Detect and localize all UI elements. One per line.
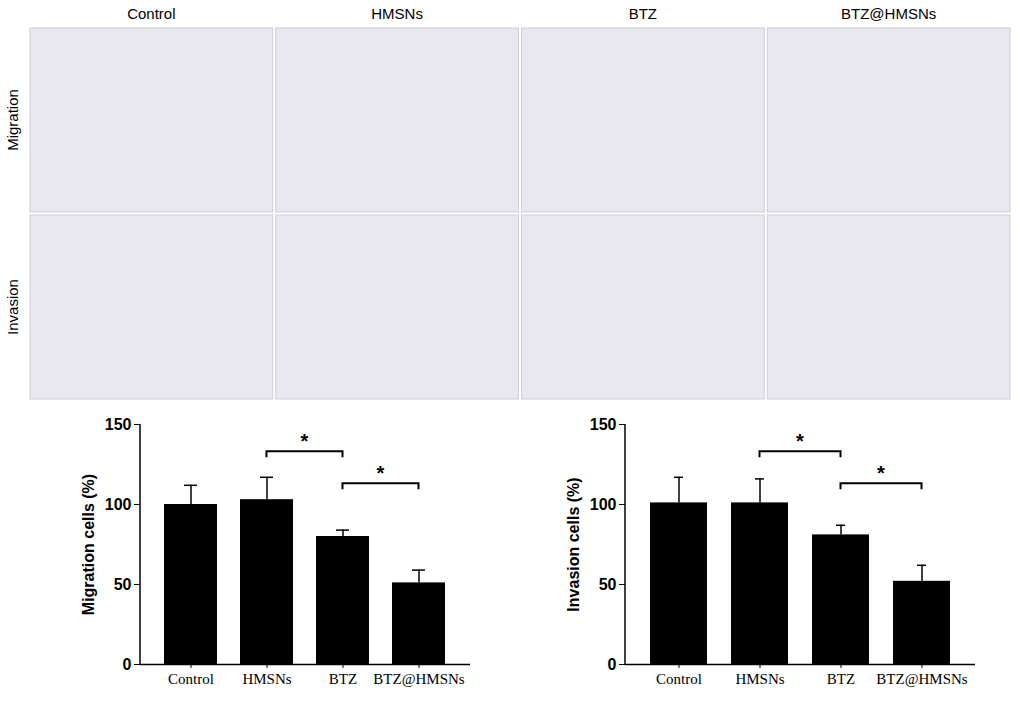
svg-text:BTZ@HMSNs: BTZ@HMSNs bbox=[373, 671, 464, 687]
svg-text:100: 100 bbox=[105, 496, 132, 513]
svg-text:HMSNs: HMSNs bbox=[735, 671, 784, 687]
svg-text:Migration cells (%): Migration cells (%) bbox=[80, 474, 97, 615]
svg-text:100: 100 bbox=[590, 496, 617, 513]
svg-text:BTZ@HMSNs: BTZ@HMSNs bbox=[876, 671, 967, 687]
svg-text:0: 0 bbox=[608, 656, 617, 673]
svg-text:*: * bbox=[301, 430, 309, 452]
svg-text:150: 150 bbox=[105, 416, 132, 433]
svg-text:Migration: Migration bbox=[4, 89, 21, 151]
svg-text:50: 50 bbox=[114, 576, 132, 593]
svg-text:*: * bbox=[796, 430, 804, 452]
svg-text:BTZ@HMSNs: BTZ@HMSNs bbox=[841, 5, 936, 22]
svg-text:BTZ: BTZ bbox=[629, 5, 657, 22]
svg-text:Invasion: Invasion bbox=[4, 279, 21, 335]
svg-text:HMSNs: HMSNs bbox=[242, 671, 291, 687]
svg-text:Control: Control bbox=[656, 671, 702, 687]
svg-text:BTZ: BTZ bbox=[827, 671, 855, 687]
svg-text:HMSNs: HMSNs bbox=[371, 5, 423, 22]
svg-text:Invasion cells (%): Invasion cells (%) bbox=[565, 477, 582, 611]
svg-text:*: * bbox=[877, 462, 885, 484]
svg-text:0: 0 bbox=[123, 656, 132, 673]
svg-text:Control: Control bbox=[168, 671, 214, 687]
svg-text:150: 150 bbox=[590, 416, 617, 433]
svg-text:Control: Control bbox=[127, 5, 175, 22]
svg-text:*: * bbox=[377, 462, 385, 484]
svg-text:50: 50 bbox=[599, 576, 617, 593]
svg-text:BTZ: BTZ bbox=[329, 671, 357, 687]
